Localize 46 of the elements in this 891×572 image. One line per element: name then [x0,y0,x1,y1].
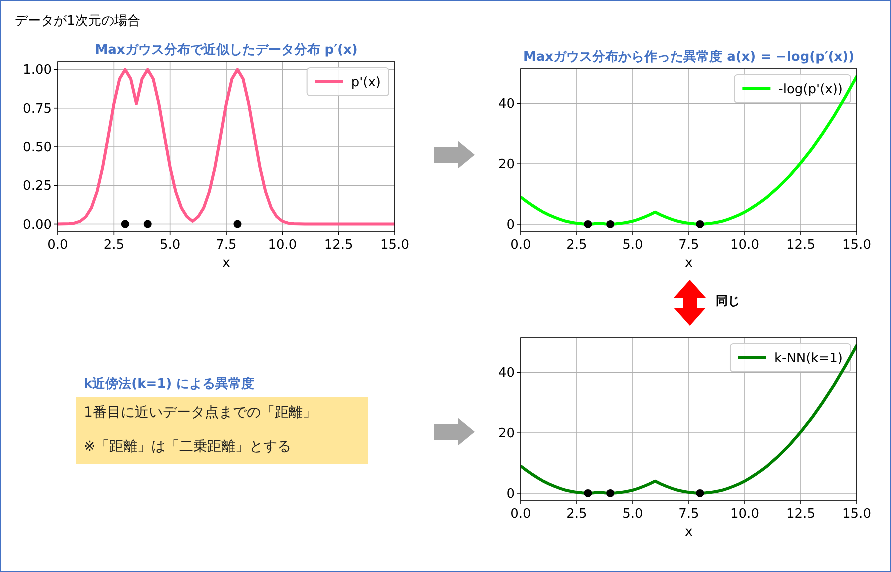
text: データが1次元の場合 [15,14,140,29]
legend-label: p'(x) [351,76,381,90]
x-tick-label: 10.0 [730,238,760,253]
x-tick-label: 0.0 [510,238,532,253]
x-tick-label: 12.5 [324,238,354,253]
text: k近傍法(k=1) による異常度 [84,376,255,392]
y-tick-label: 0.25 [23,179,52,194]
y-tick-label: 20 [498,426,515,442]
x-tick-label: 7.5 [678,238,700,253]
legend-label: k-NN(k=1) [774,352,843,366]
x-tick-label: 7.5 [216,238,237,253]
text: 1番目に近いデータ点までの「距離」 [84,405,317,421]
x-tick-label: 12.5 [786,238,816,253]
x-tick-label: 12.5 [786,507,816,522]
legend-label: -log(p'(x)) [778,82,843,98]
x-tick-label: 15.0 [380,238,410,253]
x-tick-label: 10.0 [268,238,298,253]
y-tick-label: 1.00 [23,63,52,78]
x-tick-label: 5.0 [160,238,181,253]
x-tick-label: 2.5 [566,238,588,253]
y-tick-label: 0.75 [23,102,52,117]
y-tick-label: 40 [498,97,515,112]
x-tick-label: 15.0 [842,238,872,253]
y-tick-label: 0 [506,218,515,233]
x-tick-label: 15.0 [842,507,872,522]
x-axis-title: x [685,525,694,540]
x-tick-label: 2.5 [566,507,588,522]
x-tick-label: 10.0 [730,507,760,522]
text: 同じ [716,294,740,308]
x-tick-label: 5.0 [622,507,644,522]
x-axis-title: x [222,256,231,271]
x-tick-label: 0.0 [510,507,532,522]
y-tick-label: 0 [506,486,515,502]
x-tick-label: 5.0 [622,238,644,253]
line-series [58,68,395,226]
chart-title: Maxガウス分布で近似したデータ分布 p′(x) [95,42,358,58]
x-axis-title: x [685,256,694,271]
x-tick-label: 2.5 [104,238,125,253]
x-tick-label: 7.5 [678,507,700,522]
y-tick-label: 0.00 [23,218,52,233]
x-tick-label: 0.0 [48,238,68,253]
y-tick-label: 40 [498,366,515,382]
y-tick-label: 0.50 [23,140,52,156]
text: ※「距離」は「二乗距離」とする [84,439,292,455]
chart-title: Maxガウス分布から作った異常度 a(x) = −log(p′(x)) [523,49,855,65]
y-tick-label: 20 [498,158,515,173]
